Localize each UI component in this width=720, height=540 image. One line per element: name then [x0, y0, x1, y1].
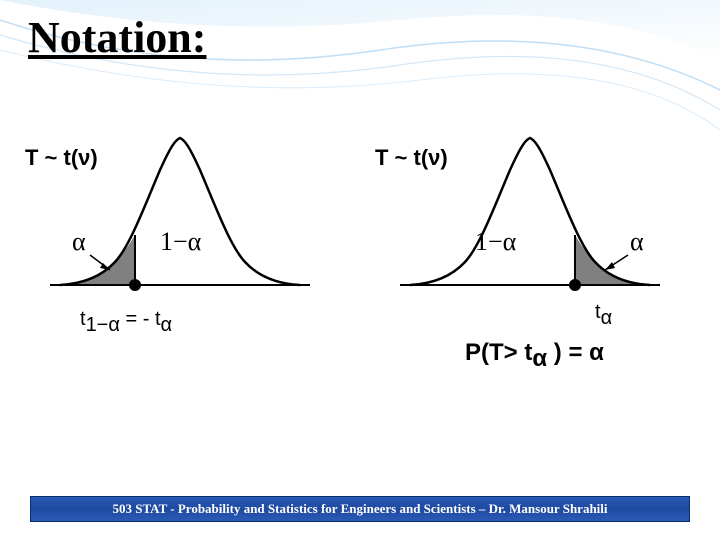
footer-text: 503 STAT - Probability and Statistics fo…: [112, 501, 607, 517]
left-dist-label: T ~ t(ν): [25, 145, 98, 170]
left-1minusalpha-label: 1−α: [160, 227, 202, 256]
left-cutoff-dot: [129, 279, 141, 291]
footer-bar: 503 STAT - Probability and Statistics fo…: [30, 496, 690, 522]
right-prob-equation: P(T> tα ) = α: [465, 339, 604, 372]
diagram-area: T ~ t(ν) α 1−α t1−α = - tα: [20, 100, 700, 440]
left-x-label: t1−α = - tα: [80, 308, 172, 336]
right-alpha-arrowhead: [605, 262, 615, 270]
page-title: Notation:: [28, 12, 206, 63]
right-cutoff-dot: [569, 279, 581, 291]
left-distribution: T ~ t(ν) α 1−α t1−α = - tα: [25, 138, 310, 336]
left-alpha-label: α: [72, 227, 86, 256]
right-distribution: T ~ t(ν) 1−α α tα P(T> tα ) = α: [375, 138, 660, 372]
right-alpha-label: α: [630, 227, 644, 256]
right-1minusalpha-label: 1−α: [475, 227, 517, 256]
right-x-label: tα: [595, 301, 612, 329]
right-dist-label: T ~ t(ν): [375, 145, 448, 170]
